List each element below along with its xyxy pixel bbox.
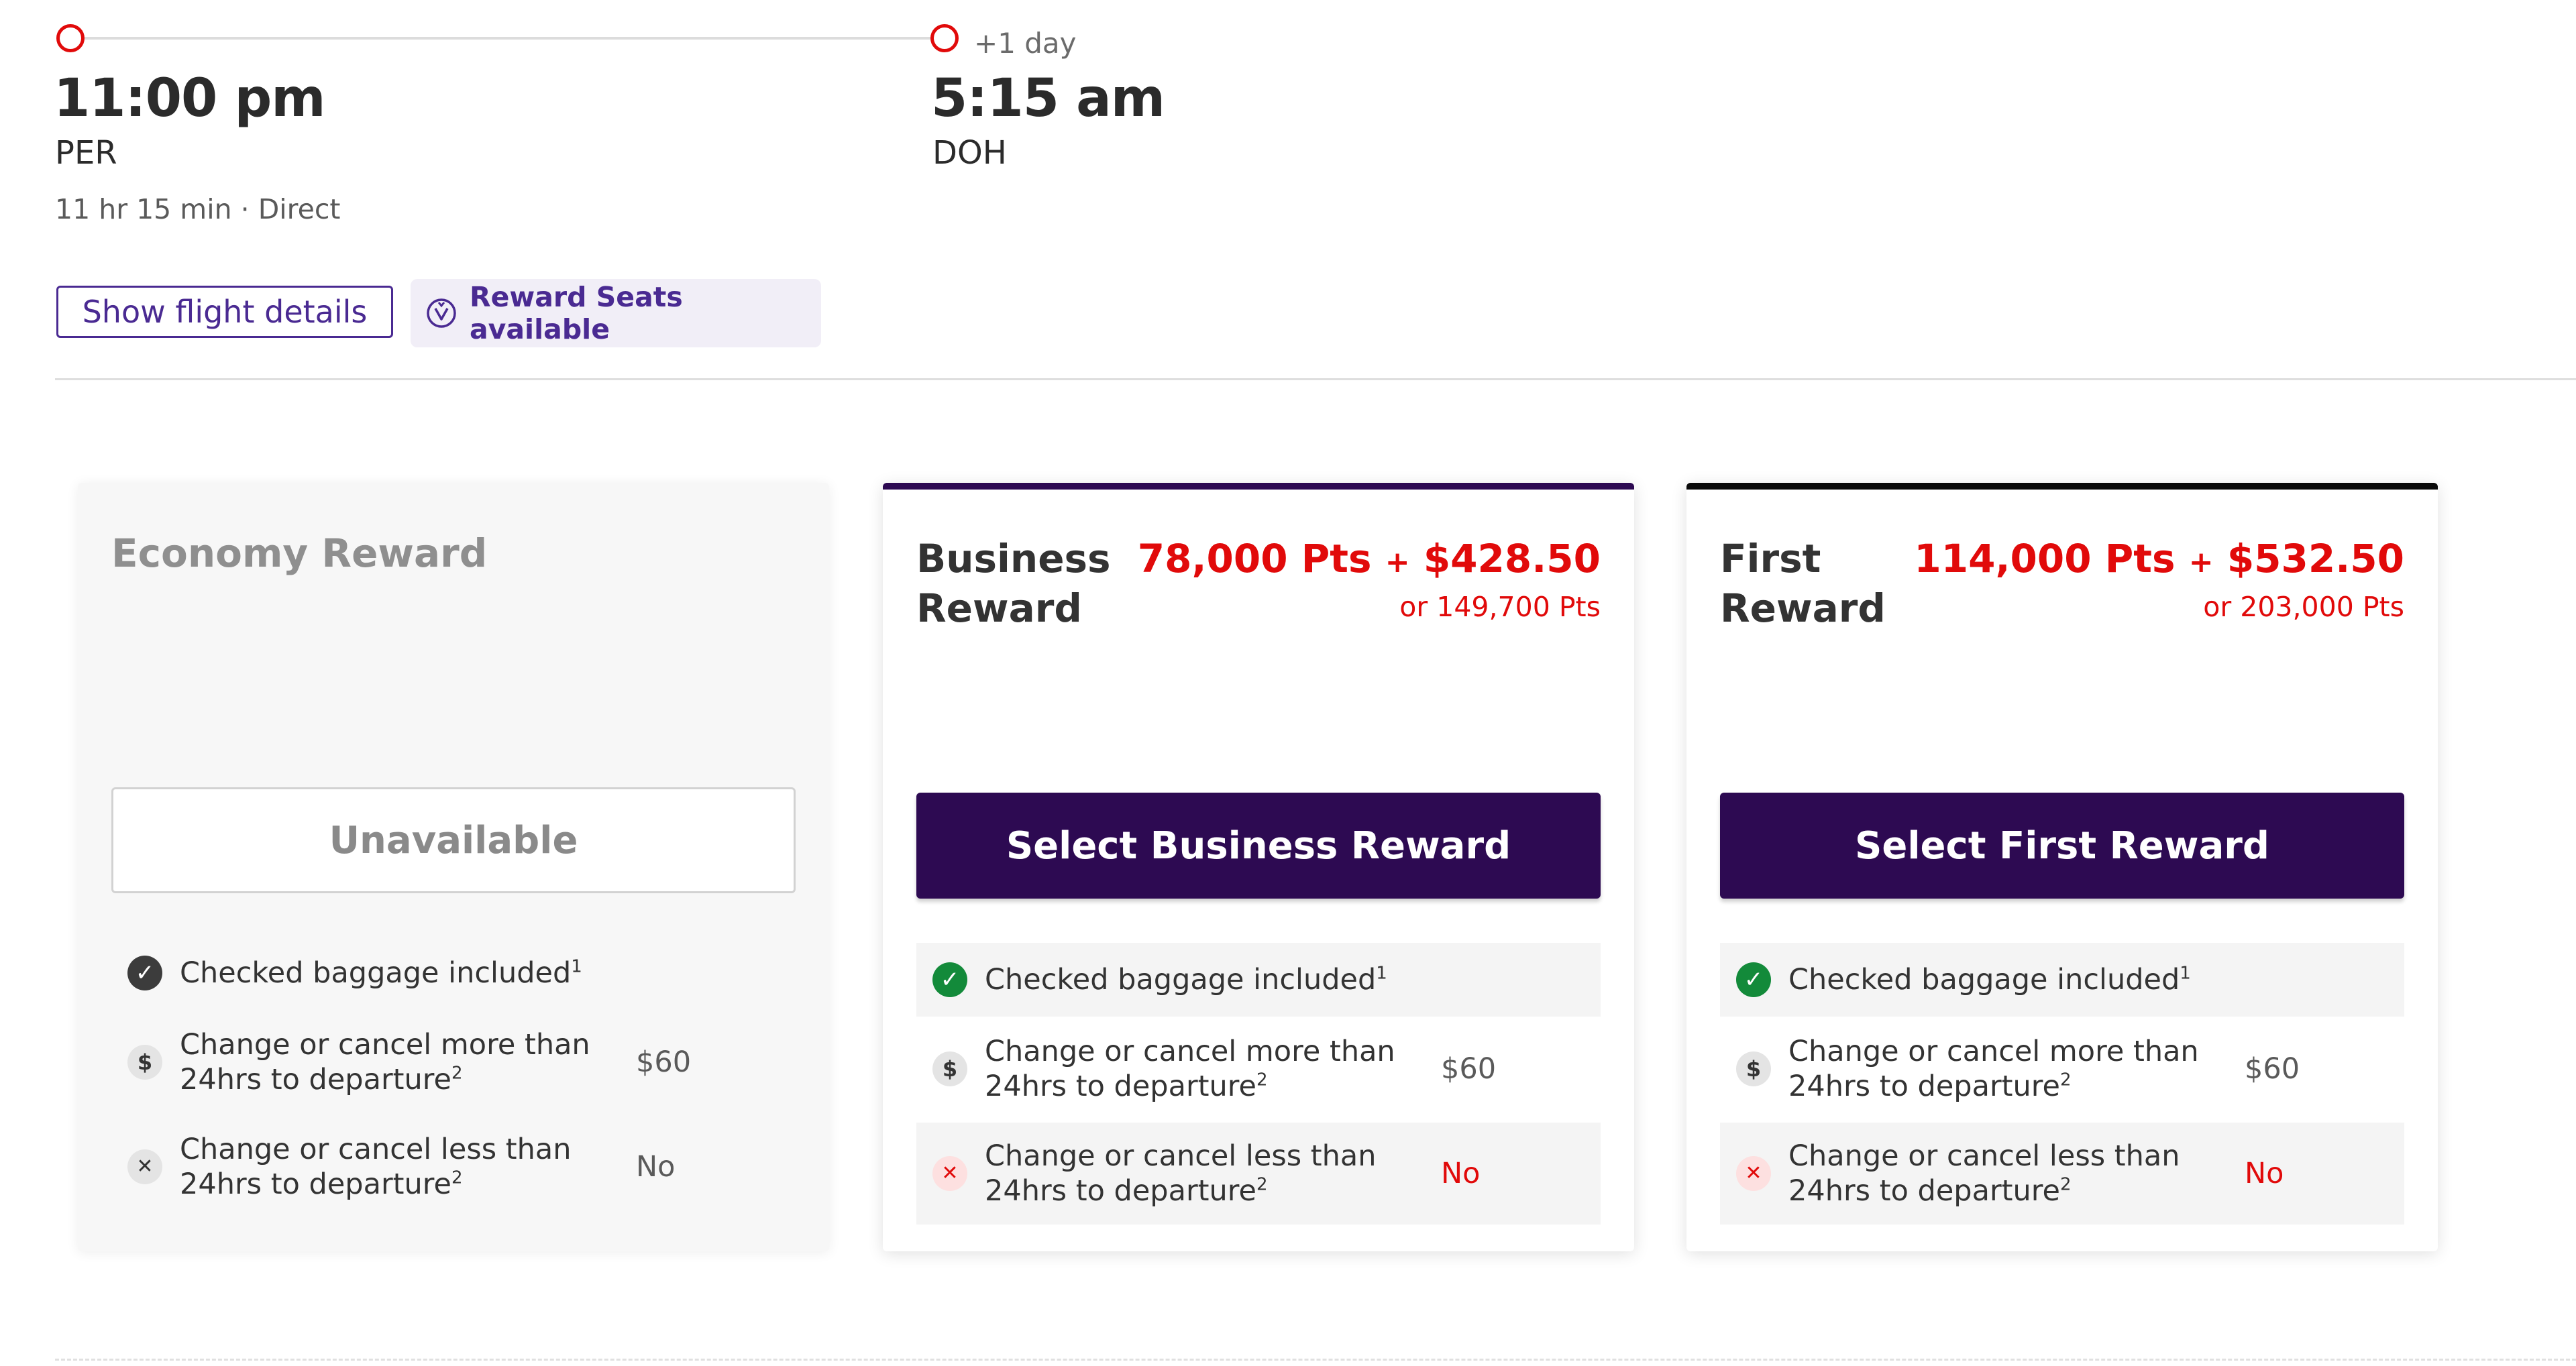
footnote-ref: 2 bbox=[2059, 1174, 2072, 1195]
feature-value: $60 bbox=[2245, 1052, 2300, 1086]
footnote-ref: 1 bbox=[1376, 963, 1387, 984]
feature-change-less-24h: ✕ Change or cancel less than 24hrs to de… bbox=[916, 1123, 1601, 1225]
check-circle-icon: ✓ bbox=[127, 956, 162, 990]
price-points: 78,000 Pts bbox=[1137, 536, 1372, 581]
fare-card-business: Business Reward 78,000 Pts + $428.50 or … bbox=[883, 483, 1634, 1251]
arrival-airport: DOH bbox=[932, 134, 1007, 172]
feature-change-more-24h: $ Change or cancel more than 24hrs to de… bbox=[916, 1019, 1601, 1119]
feature-text: Change or cancel less than 24hrs to depa… bbox=[1788, 1139, 2180, 1208]
feature-text: Checked baggage included bbox=[180, 956, 572, 990]
unavailable-button: Unavailable bbox=[111, 787, 796, 893]
price-alternative: or 203,000 Pts bbox=[2203, 591, 2404, 623]
price-plus: + bbox=[1385, 545, 1410, 579]
check-circle-icon: ✓ bbox=[1736, 962, 1771, 997]
footnote-ref: 1 bbox=[2180, 963, 2191, 984]
footnote-ref: 2 bbox=[1256, 1174, 1268, 1195]
price-plus: + bbox=[2188, 545, 2214, 579]
fare-name: First Reward bbox=[1720, 536, 1886, 631]
feature-baggage: ✓ Checked baggage included1 bbox=[916, 943, 1601, 1017]
footnote-ref: 2 bbox=[451, 1063, 463, 1084]
footnote-ref: 2 bbox=[2059, 1070, 2072, 1090]
feature-value: No bbox=[636, 1150, 676, 1184]
feature-change-less-24h: ✕ Change or cancel less than 24hrs to de… bbox=[111, 1116, 796, 1218]
x-circle-icon: ✕ bbox=[1736, 1156, 1771, 1191]
feature-text: Change or cancel more than 24hrs to depa… bbox=[180, 1028, 590, 1096]
fare-card-economy: Economy Reward Unavailable ✓ Checked bag… bbox=[78, 483, 829, 1251]
x-circle-icon: ✕ bbox=[127, 1149, 162, 1184]
feature-text: Checked baggage included bbox=[985, 963, 1377, 997]
fare-name: Business Reward bbox=[916, 536, 1111, 631]
section-divider bbox=[55, 378, 2576, 380]
fare-price: 78,000 Pts + $428.50 or 149,700 Pts bbox=[1138, 534, 1601, 626]
feature-change-more-24h: $ Change or cancel more than 24hrs to de… bbox=[1720, 1019, 2404, 1119]
feature-baggage: ✓ Checked baggage included1 bbox=[111, 936, 796, 1010]
footnote-ref: 2 bbox=[1256, 1070, 1268, 1090]
reward-seats-label: Reward Seats available bbox=[470, 281, 683, 345]
reward-seats-badge: Reward Seats available bbox=[411, 279, 821, 347]
fare-name: Economy Reward bbox=[111, 530, 488, 576]
dollar-circle-icon: $ bbox=[127, 1045, 162, 1080]
feature-change-less-24h: ✕ Change or cancel less than 24hrs to de… bbox=[1720, 1123, 2404, 1225]
arrival-time: 5:15 am bbox=[931, 68, 1165, 129]
feature-value: No bbox=[2245, 1157, 2284, 1190]
price-cash: $428.50 bbox=[1423, 536, 1601, 581]
feature-baggage: ✓ Checked baggage included1 bbox=[1720, 943, 2404, 1017]
select-first-reward-button[interactable]: Select First Reward bbox=[1720, 793, 2404, 899]
feature-text: Change or cancel less than 24hrs to depa… bbox=[180, 1133, 572, 1201]
feature-value: No bbox=[1441, 1157, 1481, 1190]
arrival-dot-icon bbox=[930, 24, 959, 52]
velocity-reward-icon bbox=[425, 297, 458, 329]
price-alternative: or 149,700 Pts bbox=[1399, 591, 1601, 623]
price-cash: $532.50 bbox=[2226, 536, 2404, 581]
select-business-reward-button[interactable]: Select Business Reward bbox=[916, 793, 1601, 899]
dollar-circle-icon: $ bbox=[932, 1051, 967, 1086]
feature-change-more-24h: $ Change or cancel more than 24hrs to de… bbox=[111, 1013, 796, 1112]
feature-text: Change or cancel more than 24hrs to depa… bbox=[1788, 1035, 2199, 1103]
next-day-indicator: +1 day bbox=[974, 27, 1077, 60]
show-flight-details-button[interactable]: Show flight details bbox=[56, 286, 393, 338]
check-circle-icon: ✓ bbox=[932, 962, 967, 997]
feature-value: $60 bbox=[1441, 1052, 1497, 1086]
footnote-ref: 2 bbox=[451, 1168, 463, 1188]
fare-price: 114,000 Pts + $532.50 or 203,000 Pts bbox=[1914, 534, 2404, 626]
price-points: 114,000 Pts bbox=[1914, 536, 2176, 581]
departure-time: 11:00 pm bbox=[54, 68, 326, 129]
section-divider-dashed bbox=[55, 1359, 2576, 1361]
feature-value: $60 bbox=[636, 1045, 692, 1079]
departure-dot-icon bbox=[56, 24, 85, 52]
flight-timeline bbox=[79, 37, 938, 40]
footnote-ref: 1 bbox=[571, 956, 582, 977]
fare-card-first: First Reward 114,000 Pts + $532.50 or 20… bbox=[1686, 483, 2438, 1251]
flight-duration: 11 hr 15 min · Direct bbox=[55, 193, 341, 225]
feature-text: Checked baggage included bbox=[1788, 963, 2180, 997]
feature-text: Change or cancel less than 24hrs to depa… bbox=[985, 1139, 1377, 1208]
feature-text: Change or cancel more than 24hrs to depa… bbox=[985, 1035, 1395, 1103]
x-circle-icon: ✕ bbox=[932, 1156, 967, 1191]
dollar-circle-icon: $ bbox=[1736, 1051, 1771, 1086]
departure-airport: PER bbox=[55, 134, 117, 172]
